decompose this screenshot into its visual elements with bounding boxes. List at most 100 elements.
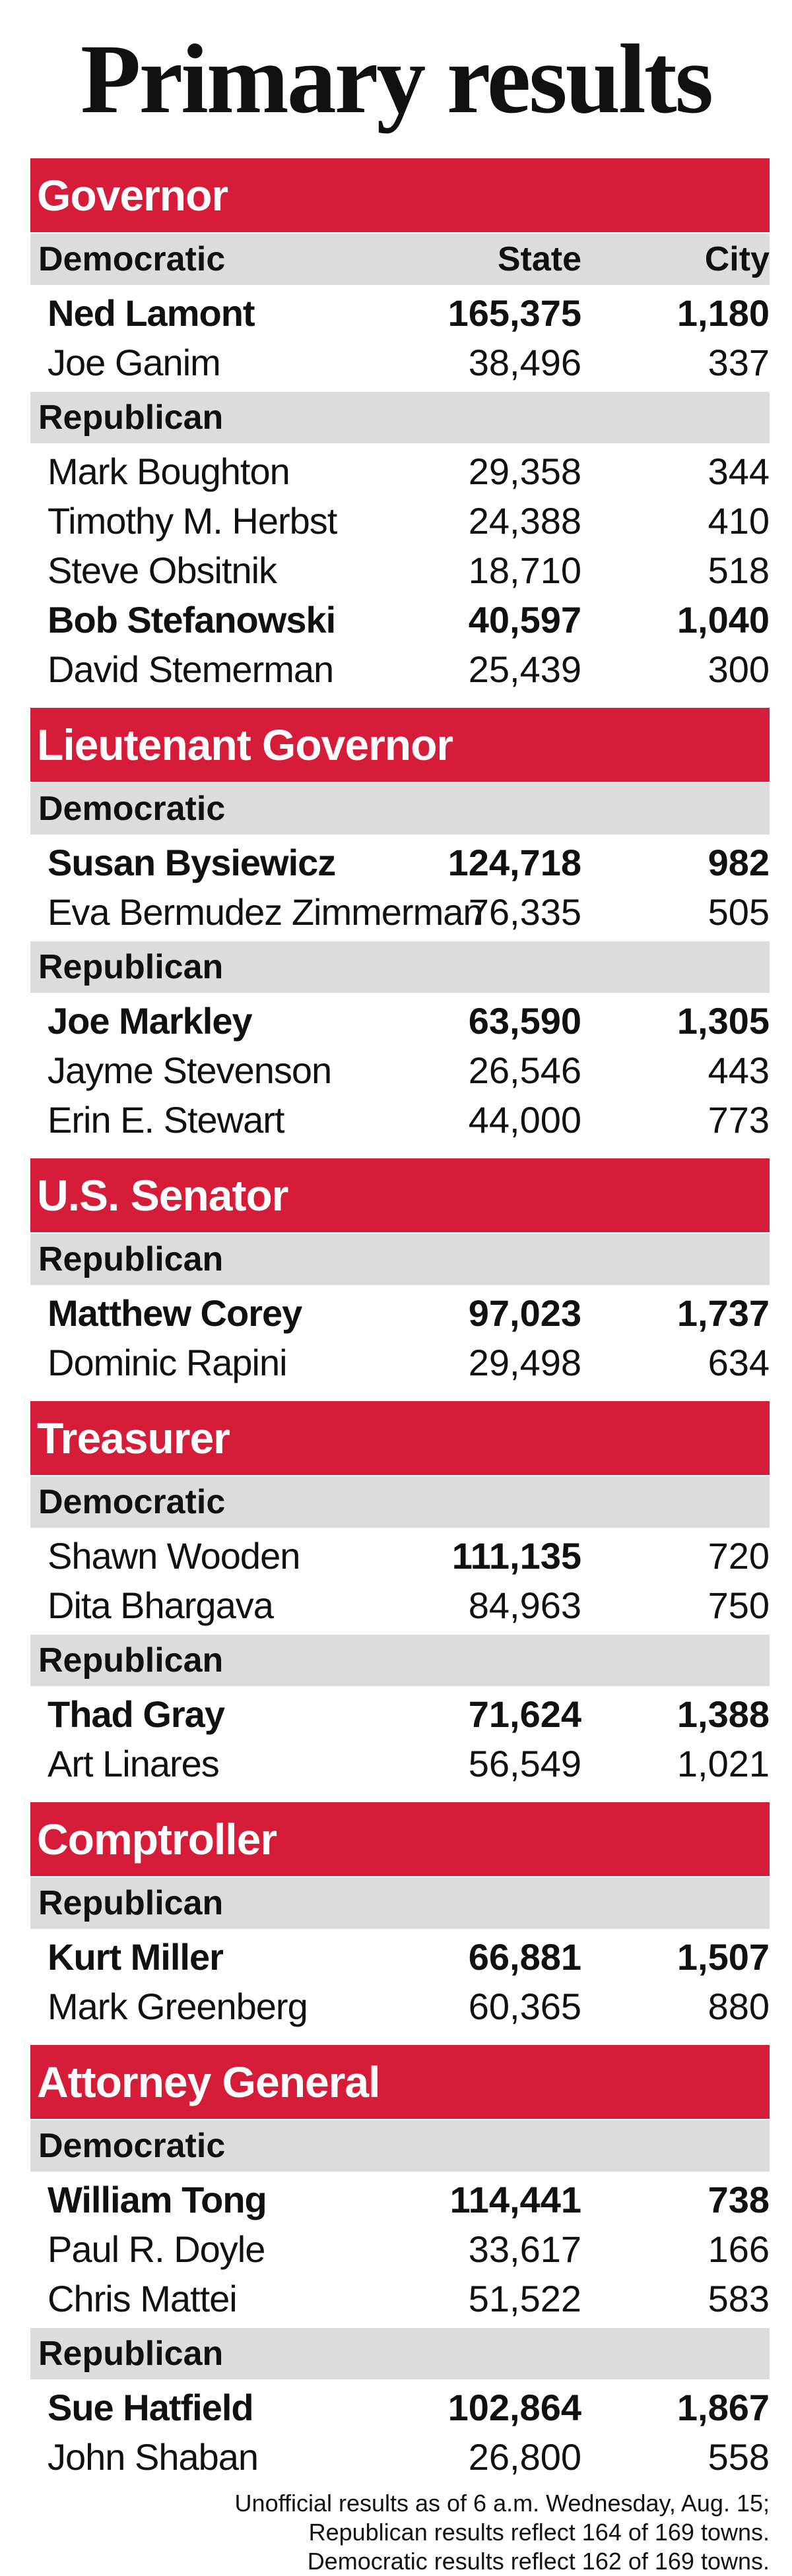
city-votes: 166 xyxy=(708,2228,770,2270)
city-votes: 1,867 xyxy=(676,2387,770,2428)
city-votes: 880 xyxy=(708,1986,770,2027)
party-header: Republican xyxy=(30,1234,770,1285)
candidate-row: Mark Greenberg 60,365 880 xyxy=(30,1982,770,2031)
candidate-name: Paul R. Doyle xyxy=(48,2228,265,2270)
office-header: Comptroller xyxy=(30,1802,770,1876)
candidate-row: Timothy M. Herbst 24,388 410 xyxy=(30,496,770,546)
state-votes: 60,365 xyxy=(468,1986,581,2027)
state-votes: 26,546 xyxy=(468,1050,581,1091)
candidate-row: Erin E. Stewart 44,000 773 xyxy=(30,1095,770,1145)
state-votes: 111,135 xyxy=(451,1535,581,1577)
city-votes: 720 xyxy=(708,1535,770,1577)
candidate-row: John Shaban 26,800 558 xyxy=(30,2432,770,2482)
candidate-name: Jayme Stevenson xyxy=(48,1050,332,1091)
city-votes: 1,388 xyxy=(676,1693,770,1735)
party-name: Democratic xyxy=(38,240,226,278)
state-votes: 165,375 xyxy=(447,292,581,334)
state-votes: 114,441 xyxy=(449,2179,581,2220)
city-votes: 1,507 xyxy=(676,1936,770,1978)
candidate-name: Sue Hatfield xyxy=(48,2387,254,2428)
city-votes: 1,737 xyxy=(676,1292,770,1334)
candidate-name: David Stemerman xyxy=(48,648,334,690)
city-votes: 1,180 xyxy=(676,292,770,334)
candidate-row: Art Linares 56,549 1,021 xyxy=(30,1739,770,1788)
party-name: Republican xyxy=(38,948,224,986)
candidate-row: Eva Bermudez Zimmerman 76,335 505 xyxy=(30,887,770,937)
city-votes: 300 xyxy=(708,648,770,690)
office-header: U.S. Senator xyxy=(30,1158,770,1232)
city-votes: 410 xyxy=(708,500,770,542)
candidate-row: Paul R. Doyle 33,617 166 xyxy=(30,2224,770,2274)
candidate-row: Steve Obsitnik 18,710 518 xyxy=(30,546,770,595)
city-votes: 558 xyxy=(708,2436,770,2478)
candidate-name: Joe Ganim xyxy=(48,342,221,383)
state-votes: 56,549 xyxy=(468,1743,581,1784)
candidate-name: Thad Gray xyxy=(48,1693,225,1735)
footnote-line: Unofficial results as of 6 a.m. Wednesda… xyxy=(234,2490,770,2517)
candidate-row: Susan Bysiewicz 124,718 982 xyxy=(30,838,770,887)
city-votes: 344 xyxy=(708,451,770,492)
state-votes: 84,963 xyxy=(468,1585,581,1626)
city-votes: 337 xyxy=(708,342,770,383)
candidate-row: Shawn Wooden 111,135 720 xyxy=(30,1531,770,1581)
party-header: Republican xyxy=(30,941,770,993)
state-votes: 38,496 xyxy=(468,342,581,383)
candidate-name: Joe Markley xyxy=(48,1000,253,1042)
party-name: Democratic xyxy=(38,1483,226,1521)
candidate-row: Matthew Corey 97,023 1,737 xyxy=(30,1288,770,1338)
candidate-name: Dominic Rapini xyxy=(48,1342,288,1383)
candidate-name: Ned Lamont xyxy=(48,292,255,334)
state-votes: 33,617 xyxy=(468,2228,581,2270)
party-header: Republican xyxy=(30,2328,770,2379)
candidate-name: Eva Bermudez Zimmerman xyxy=(48,891,484,933)
candidate-row: Chris Mattei 51,522 583 xyxy=(30,2274,770,2323)
state-votes: 29,358 xyxy=(468,451,581,492)
footnote-line: Democratic results reflect 162 of 169 to… xyxy=(307,2548,770,2575)
candidate-row: Kurt Miller 66,881 1,507 xyxy=(30,1932,770,1982)
state-votes: 71,624 xyxy=(468,1693,581,1735)
state-votes: 25,439 xyxy=(468,648,581,690)
candidate-name: Shawn Wooden xyxy=(48,1535,300,1577)
candidate-name: Mark Greenberg xyxy=(48,1986,308,2027)
candidate-name: Susan Bysiewicz xyxy=(48,842,336,883)
state-votes: 102,864 xyxy=(447,2387,581,2428)
page-title: Primary results xyxy=(80,24,713,134)
party-name: Republican xyxy=(38,2335,224,2373)
candidate-name: Art Linares xyxy=(48,1743,220,1784)
state-votes: 66,881 xyxy=(468,1936,581,1978)
state-votes: 29,498 xyxy=(468,1342,581,1383)
city-votes: 773 xyxy=(708,1099,770,1141)
candidate-row: Jayme Stevenson 26,546 443 xyxy=(30,1046,770,1095)
candidate-row: Joe Ganim 38,496 337 xyxy=(30,338,770,387)
party-name: Democratic xyxy=(38,790,226,828)
party-header: Republican xyxy=(30,392,770,443)
party-header: Democratic xyxy=(30,2120,770,2172)
party-header: Democratic xyxy=(30,1476,770,1528)
city-votes: 1,021 xyxy=(676,1743,770,1784)
party-header: Democratic xyxy=(30,783,770,834)
state-votes: 97,023 xyxy=(468,1292,581,1334)
footnote-line: Republican results reflect 164 of 169 to… xyxy=(308,2519,770,2546)
candidate-name: Timothy M. Herbst xyxy=(48,500,337,542)
candidate-row: Sue Hatfield 102,864 1,867 xyxy=(30,2383,770,2432)
candidate-row: Mark Boughton 29,358 344 xyxy=(30,447,770,496)
candidate-name: Bob Stefanowski xyxy=(48,599,336,641)
city-votes: 750 xyxy=(708,1585,770,1626)
candidate-row: William Tong 114,441 738 xyxy=(30,2175,770,2224)
column-header-state: State xyxy=(497,240,581,278)
candidate-row: David Stemerman 25,439 300 xyxy=(30,644,770,694)
city-votes: 1,305 xyxy=(676,1000,770,1042)
candidate-name: Dita Bhargava xyxy=(48,1585,274,1626)
party-header: Republican xyxy=(30,1635,770,1686)
city-votes: 518 xyxy=(708,550,770,591)
city-votes: 505 xyxy=(708,891,770,933)
candidate-name: Mark Boughton xyxy=(48,451,290,492)
candidate-name: William Tong xyxy=(48,2179,267,2220)
candidate-name: Matthew Corey xyxy=(48,1292,302,1334)
party-header: Republican xyxy=(30,1877,770,1929)
candidate-row: Bob Stefanowski 40,597 1,040 xyxy=(30,595,770,644)
party-name: Republican xyxy=(38,1641,224,1680)
candidate-name: Kurt Miller xyxy=(48,1936,224,1978)
candidate-row: Thad Gray 71,624 1,388 xyxy=(30,1689,770,1739)
candidate-row: Dominic Rapini 29,498 634 xyxy=(30,1338,770,1387)
